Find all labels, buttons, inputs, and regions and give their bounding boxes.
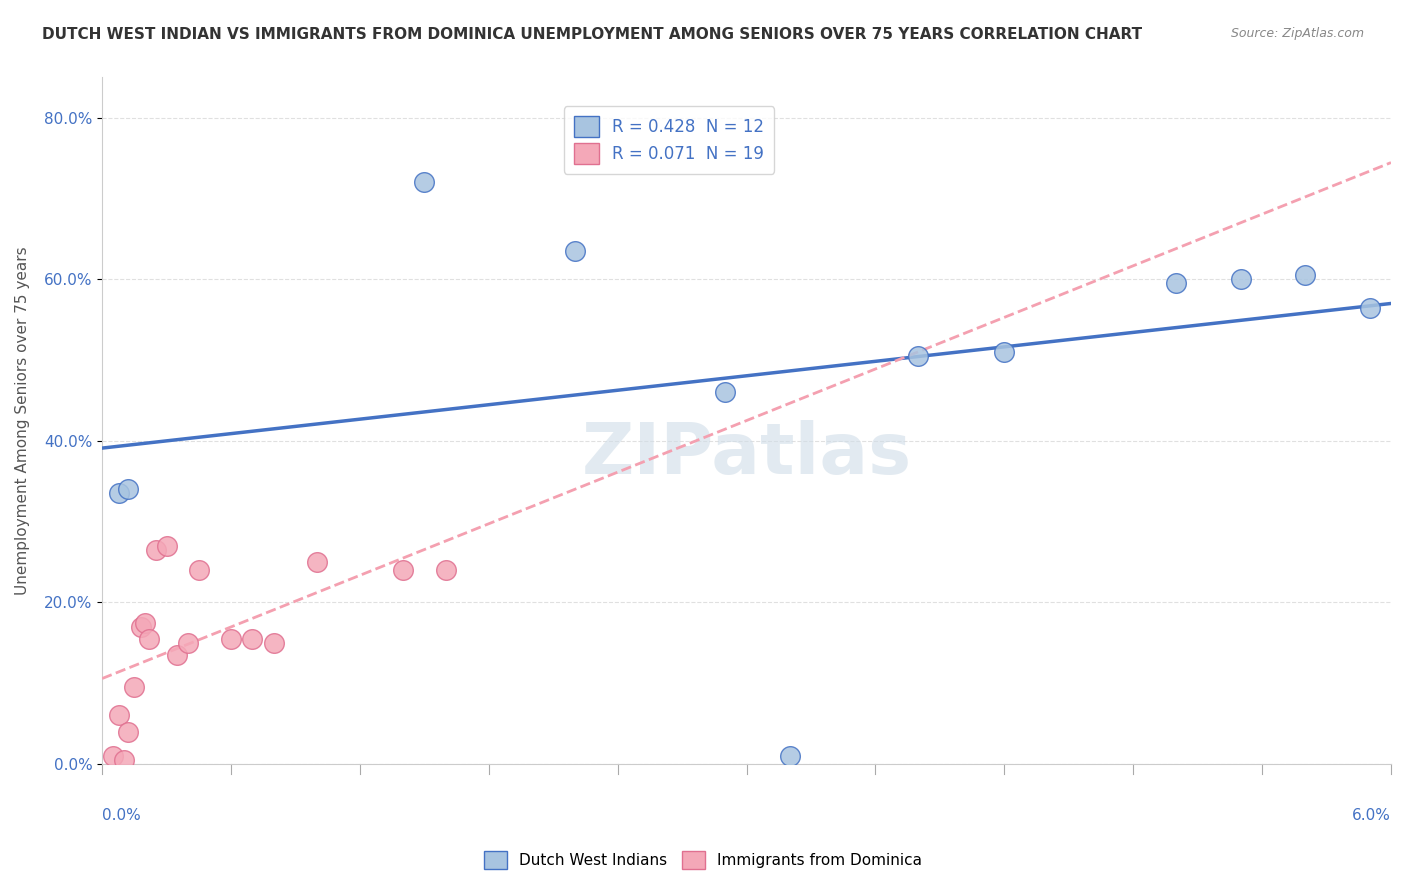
Point — [714, 385, 737, 400]
Point — [155, 539, 177, 553]
Point — [108, 486, 131, 500]
Point — [392, 563, 415, 577]
Point — [1166, 277, 1188, 291]
Text: ZIPatlas: ZIPatlas — [582, 420, 911, 490]
Point — [134, 615, 156, 630]
Point — [1358, 301, 1381, 315]
Point — [434, 563, 457, 577]
Legend: Dutch West Indians, Immigrants from Dominica: Dutch West Indians, Immigrants from Domi… — [478, 845, 928, 875]
Point — [187, 563, 209, 577]
Text: Source: ZipAtlas.com: Source: ZipAtlas.com — [1230, 27, 1364, 40]
Point — [413, 176, 436, 190]
Point — [993, 345, 1015, 359]
Text: 0.0%: 0.0% — [103, 808, 141, 823]
Point — [166, 648, 188, 662]
Point — [124, 680, 146, 694]
Point — [242, 632, 264, 646]
Point — [112, 753, 135, 767]
Point — [564, 244, 586, 258]
Point — [219, 632, 242, 646]
Point — [305, 555, 328, 569]
Legend: R = 0.428  N = 12, R = 0.071  N = 19: R = 0.428 N = 12, R = 0.071 N = 19 — [564, 106, 775, 174]
Point — [145, 542, 167, 557]
Point — [1294, 268, 1316, 283]
Point — [779, 748, 801, 763]
Point — [101, 748, 124, 763]
Point — [177, 636, 200, 650]
Point — [108, 708, 131, 723]
Point — [117, 483, 139, 497]
Point — [1229, 272, 1251, 286]
Text: 6.0%: 6.0% — [1353, 808, 1391, 823]
Point — [117, 724, 139, 739]
Y-axis label: Unemployment Among Seniors over 75 years: Unemployment Among Seniors over 75 years — [15, 246, 30, 595]
Point — [129, 619, 152, 633]
Point — [263, 636, 285, 650]
Point — [907, 349, 929, 363]
Text: DUTCH WEST INDIAN VS IMMIGRANTS FROM DOMINICA UNEMPLOYMENT AMONG SENIORS OVER 75: DUTCH WEST INDIAN VS IMMIGRANTS FROM DOM… — [42, 27, 1142, 42]
Point — [138, 632, 160, 646]
